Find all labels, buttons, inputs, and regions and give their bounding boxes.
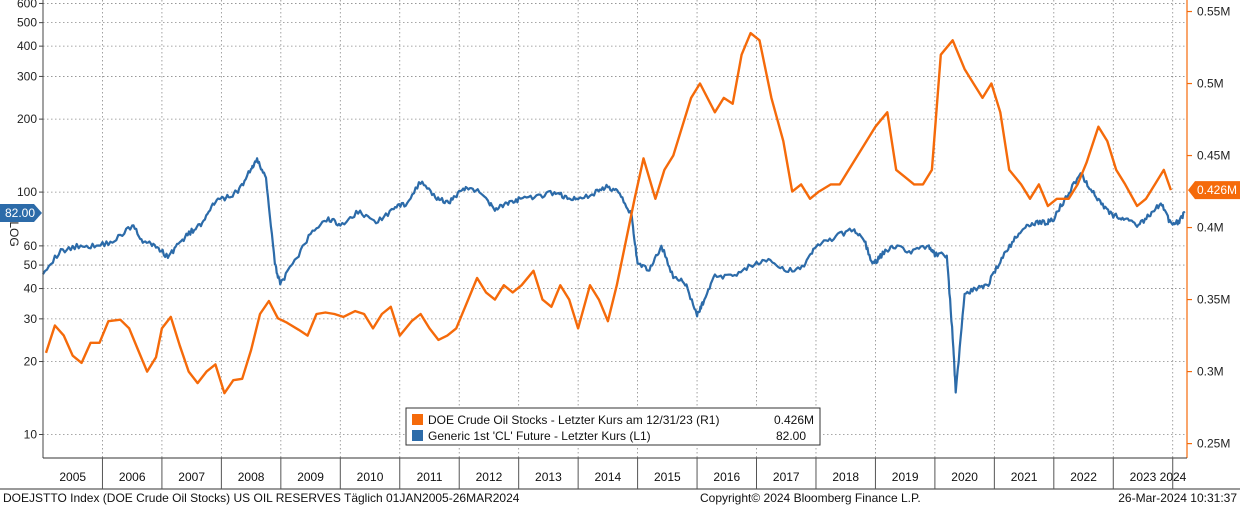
left-tick-label: 40 bbox=[24, 282, 38, 296]
footer-left: DOEJSTTO Index (DOE Crude Oil Stocks) US… bbox=[3, 491, 520, 505]
series-line-cl-future bbox=[42, 157, 1186, 394]
year-label: 2020 bbox=[951, 470, 978, 484]
left-tick-label: 400 bbox=[17, 39, 37, 53]
left-tick-label: 200 bbox=[17, 112, 37, 126]
right-tick-label: 0.25M bbox=[1197, 437, 1230, 451]
right-tick-label: 0.4M bbox=[1197, 221, 1224, 235]
year-label: 2007 bbox=[178, 470, 205, 484]
left-tick-label: 30 bbox=[24, 312, 38, 326]
legend-label-oil-stocks: DOE Crude Oil Stocks - Letzter Kurs am 1… bbox=[428, 413, 719, 427]
right-tick-label: 0.55M bbox=[1197, 5, 1230, 19]
year-label: 2008 bbox=[238, 470, 265, 484]
left-tick-label: 500 bbox=[17, 16, 37, 30]
year-label: 2010 bbox=[357, 470, 384, 484]
legend-swatch-oil-stocks bbox=[412, 414, 423, 425]
left-axis: 10 20 30 40 50 60 100 200 300 400 500 600 bbox=[17, 0, 43, 442]
year-label: 2005 bbox=[59, 470, 86, 484]
year-label: 2024 bbox=[1160, 470, 1187, 484]
year-label: 2017 bbox=[773, 470, 800, 484]
right-tick-label: 0.35M bbox=[1197, 293, 1230, 307]
right-tick-label: 0.45M bbox=[1197, 149, 1230, 163]
legend-box bbox=[405, 407, 821, 446]
last-value-right-tag bbox=[1188, 181, 1240, 200]
legend-swatch-cl-future bbox=[412, 430, 423, 441]
last-value-left: 82.00 bbox=[0, 203, 42, 222]
left-tick-label: 300 bbox=[17, 69, 37, 83]
left-tick-label: 20 bbox=[24, 355, 38, 369]
year-label: 2022 bbox=[1070, 470, 1097, 484]
right-tick-label: 0.5M bbox=[1197, 77, 1224, 91]
year-label: 2019 bbox=[892, 470, 919, 484]
x-axis: 2005 2006 2007 2008 2009 2010 2011 2012 2013 2014… bbox=[59, 458, 1187, 489]
year-label: 2014 bbox=[595, 470, 622, 484]
last-value-right-text: 0.426M bbox=[1197, 183, 1237, 197]
last-value-left-text: 82.00 bbox=[5, 206, 35, 220]
left-tick-label: 600 bbox=[17, 0, 37, 10]
year-label: 2012 bbox=[476, 470, 503, 484]
series-lines bbox=[42, 31, 1186, 395]
right-axis: 0.25M 0.3M 0.35M 0.4M 0.45M 0.5M 0.55M bbox=[1187, 5, 1230, 451]
left-axis-label: LOG bbox=[7, 221, 21, 246]
legend: DOE Crude Oil Stocks - Letzter Kurs am 1… bbox=[405, 407, 821, 446]
left-tick-label: 10 bbox=[24, 428, 38, 442]
left-tick-label: 50 bbox=[24, 258, 38, 272]
year-label: 2016 bbox=[713, 470, 740, 484]
footer-right: 26-Mar-2024 10:31:37 bbox=[1118, 491, 1237, 505]
year-label: 2009 bbox=[297, 470, 324, 484]
legend-label-cl-future: Generic 1st 'CL' Future - Letzter Kurs (… bbox=[428, 429, 651, 443]
legend-value-oil-stocks: 0.426M bbox=[774, 413, 814, 427]
year-label: 2018 bbox=[832, 470, 859, 484]
year-label: 2006 bbox=[119, 470, 146, 484]
series-line-oil-stocks bbox=[44, 31, 1173, 395]
footer-center: Copyright© 2024 Bloomberg Finance L.P. bbox=[700, 491, 921, 505]
legend-value-cl-future: 82.00 bbox=[776, 429, 806, 443]
year-label: 2015 bbox=[654, 470, 681, 484]
left-tick-label: 100 bbox=[17, 185, 37, 199]
last-value-right: 0.426M bbox=[1188, 181, 1240, 200]
last-value-left-tag bbox=[0, 203, 42, 222]
year-label: 2013 bbox=[535, 470, 562, 484]
year-label: 2021 bbox=[1011, 470, 1038, 484]
year-label: 2023 bbox=[1130, 470, 1157, 484]
year-label: 2011 bbox=[417, 470, 443, 484]
right-tick-label: 0.3M bbox=[1197, 365, 1224, 379]
left-tick-label: 60 bbox=[24, 239, 38, 253]
